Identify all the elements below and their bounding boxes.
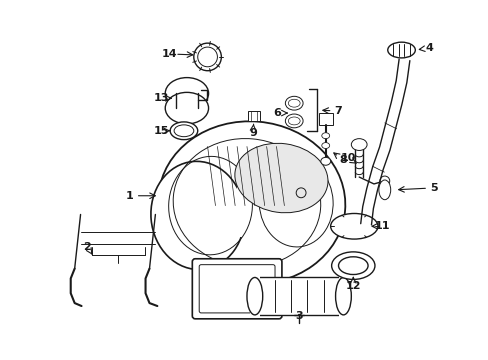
Text: 10: 10	[340, 153, 355, 163]
Ellipse shape	[338, 257, 367, 275]
Text: 9: 9	[248, 128, 256, 138]
Ellipse shape	[285, 96, 303, 110]
Ellipse shape	[331, 252, 374, 279]
Bar	[338, 275, 347, 317]
FancyBboxPatch shape	[192, 259, 282, 319]
Text: 5: 5	[429, 183, 437, 193]
Ellipse shape	[246, 278, 262, 315]
Bar	[318, 113, 332, 125]
Ellipse shape	[378, 180, 390, 200]
Ellipse shape	[288, 99, 300, 107]
Bar	[254, 278, 343, 315]
Ellipse shape	[158, 121, 345, 284]
Text: 14: 14	[161, 49, 177, 59]
Ellipse shape	[151, 161, 244, 270]
Text: 15: 15	[153, 126, 169, 136]
Ellipse shape	[229, 158, 278, 237]
Ellipse shape	[387, 42, 414, 58]
Ellipse shape	[320, 157, 330, 165]
Ellipse shape	[321, 133, 329, 139]
Bar	[249, 275, 259, 317]
Ellipse shape	[170, 122, 197, 140]
Bar	[247, 111, 259, 121]
Text: 11: 11	[374, 221, 390, 231]
Text: 1: 1	[126, 191, 133, 201]
Ellipse shape	[330, 213, 377, 239]
Text: 6: 6	[273, 108, 281, 118]
Text: 7: 7	[334, 106, 342, 116]
Text: 8: 8	[339, 155, 346, 165]
Ellipse shape	[165, 93, 208, 124]
Ellipse shape	[288, 117, 300, 125]
Ellipse shape	[350, 139, 366, 150]
Ellipse shape	[234, 143, 327, 213]
Text: 13: 13	[153, 93, 169, 103]
Polygon shape	[360, 59, 409, 225]
Text: 4: 4	[424, 43, 432, 53]
Text: 3: 3	[295, 311, 303, 321]
Ellipse shape	[285, 114, 303, 128]
Text: 2: 2	[83, 242, 91, 252]
Ellipse shape	[165, 78, 208, 109]
Text: 12: 12	[345, 281, 360, 291]
Ellipse shape	[321, 143, 329, 148]
Ellipse shape	[335, 278, 350, 315]
Bar	[237, 158, 271, 237]
Ellipse shape	[174, 125, 193, 137]
